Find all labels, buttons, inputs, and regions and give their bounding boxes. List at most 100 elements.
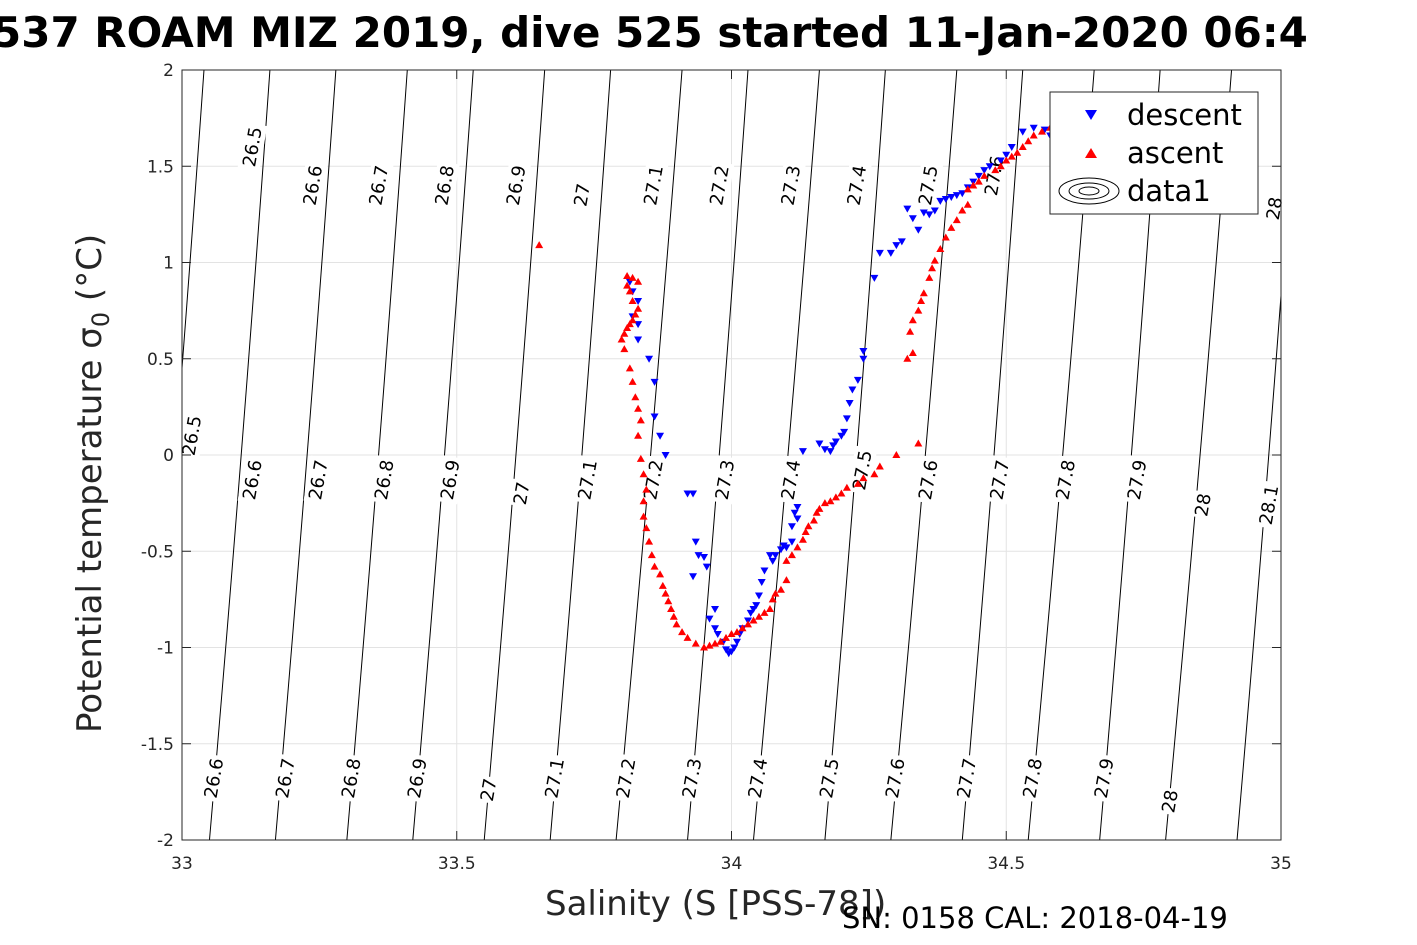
contour-label-text: 27	[510, 480, 535, 506]
ascent-point	[908, 348, 917, 356]
ascent-point	[1029, 131, 1038, 139]
descent-point	[1029, 124, 1038, 132]
descent-point	[974, 172, 983, 180]
contour-label-background	[435, 455, 466, 505]
contour-label-background	[298, 160, 328, 210]
density-contours	[182, 70, 1281, 840]
descent-point	[1018, 128, 1027, 136]
ascent-point	[906, 327, 915, 335]
contour-label-text: 28	[1158, 788, 1183, 814]
contour-label-background	[1089, 753, 1120, 803]
descent-point	[722, 646, 731, 654]
ascent-point	[870, 470, 879, 478]
contour-label-text: 28	[1191, 492, 1216, 518]
descent-point	[793, 515, 802, 523]
ascent-point	[853, 479, 862, 487]
ascent-point	[782, 576, 791, 584]
descent-point	[829, 442, 838, 450]
ascent-point	[656, 570, 665, 578]
series-ascent	[535, 123, 1055, 651]
descent-point	[702, 563, 711, 571]
y-tick-label: 0	[163, 446, 174, 466]
contour-label-background	[429, 160, 460, 210]
ascent-point	[804, 522, 813, 530]
contour-label-background	[237, 122, 268, 172]
ascent-point	[974, 177, 983, 185]
ascent-point	[809, 516, 818, 524]
descent-point	[694, 552, 703, 560]
ascent-point	[727, 630, 736, 638]
contour-label-background	[402, 753, 433, 803]
x-axis-ticks: 33 33.5 34 34.5 35	[171, 70, 1292, 874]
descent-point	[947, 194, 956, 202]
ascent-point	[617, 335, 626, 343]
contour-label-background	[569, 180, 596, 210]
ascent-point	[620, 329, 629, 337]
descent-point	[996, 157, 1005, 165]
y-tick-label: 1.5	[147, 157, 174, 177]
contour-label-background	[1157, 786, 1184, 817]
ascent-point	[908, 316, 917, 324]
descent-point	[705, 615, 714, 623]
ascent-point	[631, 310, 640, 318]
y-tick-label: 1	[163, 254, 174, 274]
contour-label-background	[1122, 455, 1152, 505]
descent-point	[903, 205, 912, 213]
descent-point	[914, 226, 923, 234]
contour-label-background	[842, 160, 872, 210]
ascent-point	[765, 605, 774, 612]
ascent-point	[842, 483, 851, 491]
ascent-point	[754, 612, 763, 620]
isopycnal-line	[483, 70, 546, 840]
isopycnal-line	[890, 70, 958, 840]
contour-label-background	[1189, 490, 1217, 520]
y-axis-ticks: 2 1.5 1 0.5 0 -0.5 -1 -1.5 -2	[141, 61, 1281, 851]
chart-title: 537 ROAM MIZ 2019, dive 525 started 11-J…	[0, 8, 1308, 57]
contour-label-background	[572, 455, 603, 505]
contour-label-background	[677, 753, 707, 803]
descent-point	[790, 509, 799, 517]
ascent-point	[738, 624, 747, 632]
isopycnal-line	[182, 70, 205, 375]
descent-point	[689, 490, 698, 498]
descent-point	[746, 609, 755, 617]
ascent-point	[996, 162, 1005, 170]
descent-point	[689, 573, 698, 581]
isopycnal-line	[274, 70, 337, 840]
ascent-point	[1024, 137, 1033, 145]
ascent-point	[837, 489, 846, 497]
descent-point	[771, 552, 780, 560]
contour-label: 26.7	[303, 455, 334, 505]
descent-point	[661, 452, 670, 459]
descent-point	[730, 644, 739, 652]
ascent-point	[875, 462, 884, 470]
contour-label-background	[237, 455, 268, 505]
contour-label: 28	[1189, 490, 1217, 520]
contour-label-background	[270, 753, 301, 803]
ascent-point	[634, 304, 643, 312]
contour-label-background	[364, 160, 394, 210]
ascent-point	[667, 605, 676, 612]
contour-label-background	[1017, 753, 1048, 803]
contour-label-background	[199, 753, 229, 803]
contour-label: 27.5	[913, 160, 944, 210]
y-axis-label-subscript: 0	[87, 312, 115, 327]
descent-point	[815, 440, 824, 448]
descent-point	[875, 249, 884, 257]
isopycnal-line	[549, 70, 612, 840]
descent-point	[930, 207, 939, 215]
ascent-point	[691, 639, 700, 647]
descent-point	[656, 432, 665, 440]
descent-point	[908, 215, 917, 223]
y-axis-label: Potential temperature σ0 (°C)	[70, 234, 115, 733]
ascent-point	[801, 528, 810, 535]
descent-point	[941, 195, 950, 203]
ascent-point	[787, 551, 796, 559]
ascent-point	[642, 524, 651, 532]
contour-label-text: 28	[1263, 195, 1288, 221]
descent-point	[691, 538, 700, 546]
descent-point	[798, 448, 807, 456]
ascent-point	[812, 508, 821, 516]
ascent-point	[636, 416, 645, 424]
y-tick-label: 2	[163, 61, 174, 81]
